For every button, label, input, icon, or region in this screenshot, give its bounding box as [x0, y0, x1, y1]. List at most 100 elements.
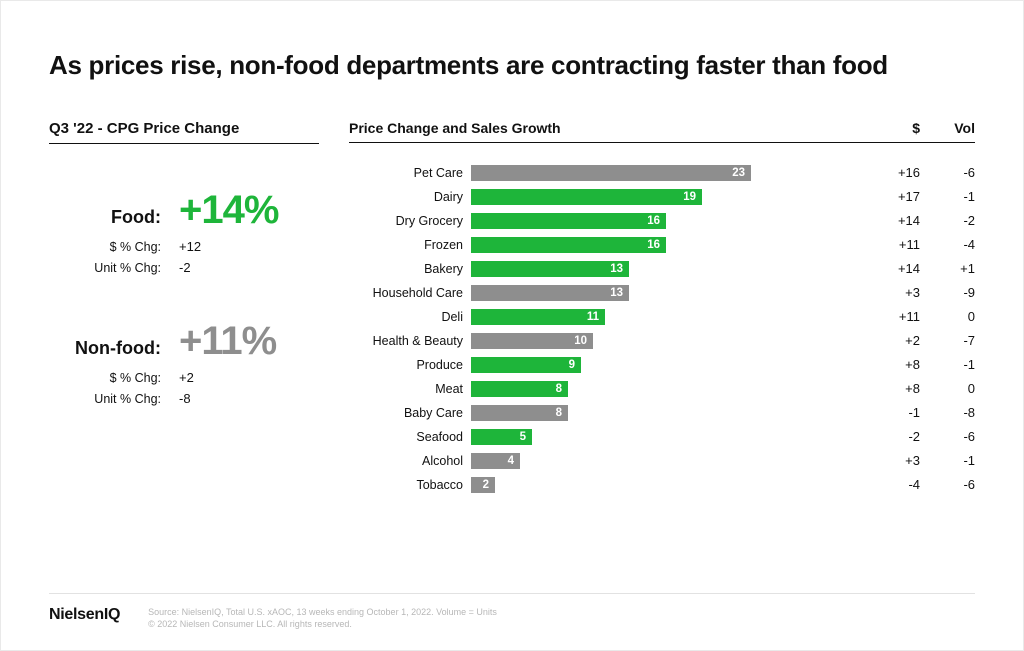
chart-category-label: Deli	[349, 310, 471, 324]
chart-category-label: Baby Care	[349, 406, 471, 420]
chart-row: Produce9+8-1	[349, 353, 975, 377]
summary-food-sub1: $ % Chg: +12	[49, 239, 319, 254]
chart-category-label: Dry Grocery	[349, 214, 471, 228]
logo: NielsenIQ	[49, 606, 120, 624]
summary-nonfood-sub2-val: -8	[179, 391, 191, 406]
chart-dollar-value: +14	[865, 261, 920, 276]
page-title: As prices rise, non-food departments are…	[49, 49, 949, 82]
summary-nonfood-headline: Non-food: +11%	[49, 319, 319, 364]
chart-bar-wrap: 13	[471, 261, 865, 277]
footer-source-line1: Source: NielsenIQ, Total U.S. xAOC, 13 w…	[148, 606, 497, 618]
chart-vol-value: 0	[920, 309, 975, 324]
chart-bar-value: 13	[610, 287, 623, 299]
chart-bar: 4	[471, 453, 520, 469]
chart-bar: 8	[471, 405, 568, 421]
chart-bar-value: 11	[587, 311, 599, 323]
chart-bar-value: 9	[569, 359, 575, 371]
chart-bar-value: 8	[556, 383, 562, 395]
chart-row: Health & Beauty10+2-7	[349, 329, 975, 353]
chart-bar-wrap: 8	[471, 381, 865, 397]
chart-row: Bakery 13 +14+1	[349, 257, 975, 281]
chart-bar-value: 10	[574, 335, 587, 347]
chart-bar: 19	[471, 189, 702, 205]
left-panel: Q3 '22 - CPG Price Change Food: +14% $ %…	[49, 120, 349, 497]
chart-bar: 5	[471, 429, 532, 445]
summary-food-sub1-label: $ % Chg:	[49, 240, 179, 254]
chart-bar-wrap: 19	[471, 189, 865, 205]
summary-nonfood: Non-food: +11% $ % Chg: +2 Unit % Chg: -…	[49, 319, 319, 406]
chart-bar-wrap: 5	[471, 429, 865, 445]
summary-nonfood-sub1: $ % Chg: +2	[49, 370, 319, 385]
content: Q3 '22 - CPG Price Change Food: +14% $ %…	[49, 120, 975, 497]
chart-bar: 23	[471, 165, 751, 181]
chart-bar-wrap: 13	[471, 285, 865, 301]
summary-food-sub2-label: Unit % Chg:	[49, 261, 179, 275]
chart-vol-value: -1	[920, 453, 975, 468]
chart-dollar-value: +14	[865, 213, 920, 228]
chart-bar-wrap: 23	[471, 165, 865, 181]
chart-vol-value: -6	[920, 429, 975, 444]
chart-dollar-value: +3	[865, 285, 920, 300]
chart-vol-value: -4	[920, 237, 975, 252]
chart-bar-value: 2	[483, 479, 489, 491]
chart-vol-value: -1	[920, 357, 975, 372]
summary-food-headline: Food: +14%	[49, 188, 319, 233]
chart-dollar-value: -1	[865, 405, 920, 420]
page: As prices rise, non-food departments are…	[0, 0, 1024, 651]
chart-row: Dairy19+17-1	[349, 185, 975, 209]
chart-vol-value: -1	[920, 189, 975, 204]
chart-bar-value: 19	[683, 191, 696, 203]
chart-category-label: Produce	[349, 358, 471, 372]
chart-category-label: Frozen	[349, 238, 471, 252]
chart-row: Household Care13+3-9	[349, 281, 975, 305]
chart-row: Alcohol4 +3-1	[349, 449, 975, 473]
summary-food-big: +14%	[179, 188, 278, 233]
chart-panel: Price Change and Sales Growth $ Vol Pet …	[349, 120, 975, 497]
footer: NielsenIQ Source: NielsenIQ, Total U.S. …	[49, 593, 975, 630]
chart-vol-value: +1	[920, 261, 975, 276]
chart-bar-wrap: 16	[471, 213, 865, 229]
chart-bar: 11	[471, 309, 605, 325]
chart-bar: 9	[471, 357, 581, 373]
chart-bar-wrap: 4	[471, 453, 865, 469]
chart-bar-value: 16	[647, 215, 660, 227]
chart-row: Baby Care8-1-8	[349, 401, 975, 425]
chart-row: Deli11+110	[349, 305, 975, 329]
chart-row: Meat8+80	[349, 377, 975, 401]
chart-dollar-value: +11	[865, 237, 920, 252]
chart-dollar-value: -2	[865, 429, 920, 444]
chart-category-label: Alcohol	[349, 454, 471, 468]
chart-bar-wrap: 8	[471, 405, 865, 421]
summary-food-sub2: Unit % Chg: -2	[49, 260, 319, 275]
chart-bar-value: 13	[610, 263, 623, 275]
summary-food-sub2-val: -2	[179, 260, 191, 275]
chart-row: Seafood5-2-6	[349, 425, 975, 449]
chart-header: Price Change and Sales Growth $ Vol	[349, 120, 975, 143]
summary-nonfood-big: +11%	[179, 319, 276, 364]
chart-bar-value: 8	[556, 407, 562, 419]
chart-bar: 10	[471, 333, 593, 349]
chart-category-label: Health & Beauty	[349, 334, 471, 348]
chart-row: Frozen16+11-4	[349, 233, 975, 257]
chart-category-label: Pet Care	[349, 166, 471, 180]
chart-dollar-value: +8	[865, 381, 920, 396]
chart-category-label: Bakery	[349, 262, 471, 276]
chart-bar-wrap: 11	[471, 309, 865, 325]
chart-vol-value: -6	[920, 165, 975, 180]
chart-vol-value: -7	[920, 333, 975, 348]
chart-header-vol: Vol	[920, 120, 975, 136]
summary-food-label: Food:	[49, 207, 179, 228]
chart-header-main: Price Change and Sales Growth	[349, 120, 865, 136]
footer-source: Source: NielsenIQ, Total U.S. xAOC, 13 w…	[148, 606, 497, 630]
chart-bar-wrap: 10	[471, 333, 865, 349]
chart-category-label: Household Care	[349, 286, 471, 300]
chart-dollar-value: +3	[865, 453, 920, 468]
chart-row: Tobacco2-4-6	[349, 473, 975, 497]
chart-vol-value: 0	[920, 381, 975, 396]
chart-vol-value: -6	[920, 477, 975, 492]
chart-dollar-value: -4	[865, 477, 920, 492]
chart-category-label: Dairy	[349, 190, 471, 204]
chart-bar-wrap: 16	[471, 237, 865, 253]
chart-header-dollar: $	[865, 120, 920, 136]
chart-row: Dry Grocery16+14-2	[349, 209, 975, 233]
